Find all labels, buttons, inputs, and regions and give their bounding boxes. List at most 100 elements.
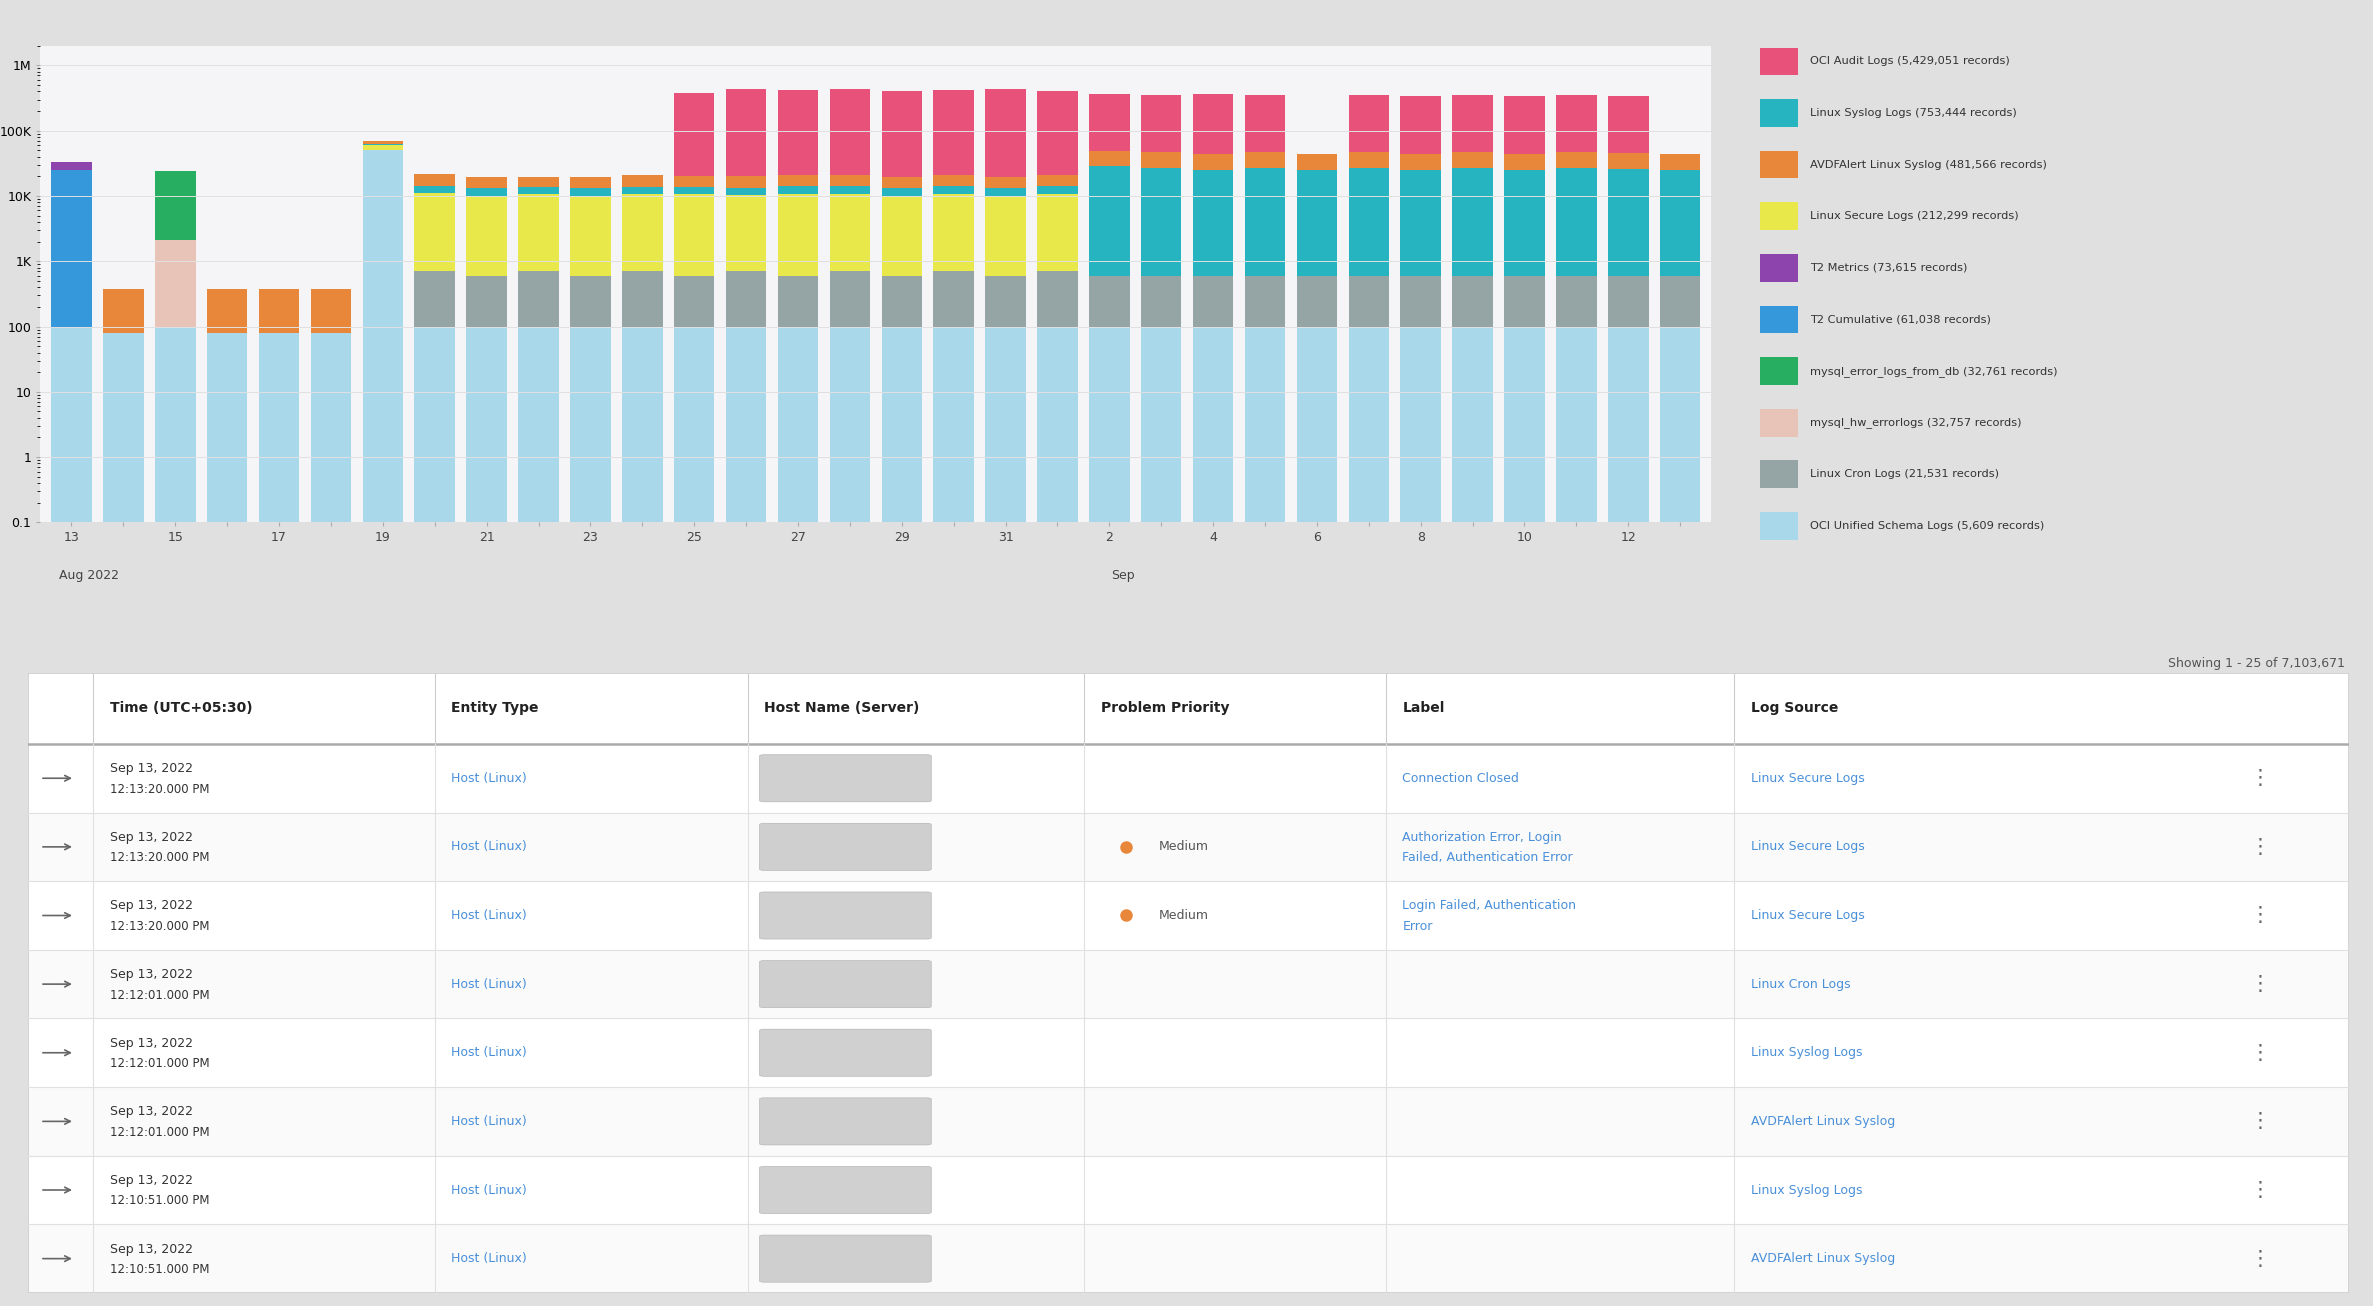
- Bar: [1761, 99, 1799, 127]
- Bar: [831, 326, 871, 522]
- Text: Host (Linux): Host (Linux): [451, 840, 527, 853]
- Bar: [985, 196, 1025, 276]
- Bar: [880, 188, 923, 196]
- Bar: [933, 175, 973, 185]
- Bar: [778, 326, 819, 522]
- Bar: [1037, 175, 1077, 185]
- Bar: [933, 185, 973, 195]
- Text: mysql_error_logs_from_db (32,761 records): mysql_error_logs_from_db (32,761 records…: [1811, 366, 2057, 376]
- Bar: [1141, 153, 1182, 168]
- Bar: [1141, 95, 1182, 153]
- Bar: [985, 89, 1025, 176]
- FancyBboxPatch shape: [759, 755, 930, 802]
- Bar: [154, 240, 195, 326]
- Bar: [880, 91, 923, 176]
- Bar: [1557, 276, 1597, 326]
- Bar: [1246, 168, 1286, 276]
- Bar: [831, 185, 871, 195]
- Text: Linux Syslog Logs: Linux Syslog Logs: [1751, 1046, 1863, 1059]
- Text: Label: Label: [1402, 701, 1445, 716]
- Bar: [52, 162, 93, 170]
- Text: Log Source: Log Source: [1751, 701, 1837, 716]
- Text: ⋮: ⋮: [2250, 837, 2271, 857]
- Bar: [1609, 276, 1649, 326]
- Bar: [1761, 409, 1799, 436]
- Bar: [1761, 512, 1799, 539]
- Bar: [154, 171, 195, 240]
- Text: Aug 2022: Aug 2022: [59, 568, 119, 581]
- Bar: [415, 272, 456, 326]
- Bar: [674, 326, 714, 522]
- Bar: [517, 187, 558, 195]
- Text: T2 Metrics (73,615 records): T2 Metrics (73,615 records): [1811, 263, 1967, 273]
- Text: Host (Linux): Host (Linux): [451, 909, 527, 922]
- Text: ⋮: ⋮: [2250, 905, 2271, 926]
- Text: Failed, Authentication Error: Failed, Authentication Error: [1402, 852, 1573, 865]
- Text: 12:13:20.000 PM: 12:13:20.000 PM: [109, 852, 209, 865]
- Bar: [28, 744, 2349, 812]
- FancyBboxPatch shape: [759, 961, 930, 1008]
- Bar: [1194, 154, 1234, 170]
- Bar: [570, 276, 610, 326]
- Bar: [259, 333, 299, 522]
- Bar: [726, 272, 766, 326]
- Text: Linux Secure Logs: Linux Secure Logs: [1751, 840, 1865, 853]
- Bar: [52, 170, 93, 326]
- Text: T2 Cumulative (61,038 records): T2 Cumulative (61,038 records): [1811, 315, 1991, 324]
- Text: Sep 13, 2022: Sep 13, 2022: [109, 1242, 192, 1255]
- Bar: [622, 195, 662, 272]
- Text: Linux Syslog Logs (753,444 records): Linux Syslog Logs (753,444 records): [1811, 108, 2017, 118]
- Bar: [1609, 153, 1649, 170]
- Bar: [831, 89, 871, 175]
- Bar: [985, 176, 1025, 188]
- Text: Login Failed, Authentication: Login Failed, Authentication: [1402, 900, 1576, 913]
- Bar: [28, 1019, 2349, 1087]
- Bar: [52, 326, 93, 522]
- Text: Host (Linux): Host (Linux): [451, 1046, 527, 1059]
- Text: Host (Linux): Host (Linux): [451, 1252, 527, 1266]
- Bar: [1452, 276, 1493, 326]
- Bar: [778, 175, 819, 187]
- FancyBboxPatch shape: [759, 892, 930, 939]
- Bar: [622, 272, 662, 326]
- Bar: [1504, 154, 1545, 170]
- Bar: [1348, 95, 1388, 153]
- Text: ⋮: ⋮: [2250, 768, 2271, 789]
- Text: Linux Cron Logs: Linux Cron Logs: [1751, 978, 1851, 991]
- Bar: [1504, 95, 1545, 154]
- Bar: [1609, 170, 1649, 276]
- Bar: [1037, 91, 1077, 175]
- Bar: [415, 326, 456, 522]
- Bar: [1246, 326, 1286, 522]
- Bar: [674, 276, 714, 326]
- Bar: [1557, 95, 1597, 153]
- Bar: [259, 289, 299, 333]
- Bar: [1557, 168, 1597, 276]
- Text: Sep: Sep: [1111, 568, 1134, 581]
- Bar: [311, 289, 351, 333]
- Bar: [363, 150, 403, 522]
- Bar: [415, 175, 456, 185]
- Text: 12:12:01.000 PM: 12:12:01.000 PM: [109, 989, 209, 1002]
- Bar: [28, 1087, 2349, 1156]
- Bar: [1246, 95, 1286, 153]
- Bar: [1761, 202, 1799, 230]
- Bar: [1246, 276, 1286, 326]
- Bar: [467, 176, 508, 188]
- Text: Time (UTC+05:30): Time (UTC+05:30): [109, 701, 252, 716]
- Bar: [517, 326, 558, 522]
- Bar: [880, 176, 923, 188]
- Text: Error: Error: [1402, 919, 1433, 932]
- Bar: [1661, 276, 1701, 326]
- Text: ⋮: ⋮: [2250, 1111, 2271, 1131]
- Bar: [1504, 276, 1545, 326]
- Bar: [831, 175, 871, 185]
- Text: Linux Secure Logs: Linux Secure Logs: [1751, 772, 1865, 785]
- Bar: [933, 272, 973, 326]
- Bar: [1661, 170, 1701, 276]
- Bar: [622, 175, 662, 187]
- Bar: [28, 812, 2349, 882]
- Text: Host (Linux): Host (Linux): [451, 1115, 527, 1128]
- Text: 12:10:51.000 PM: 12:10:51.000 PM: [109, 1263, 209, 1276]
- Bar: [1037, 195, 1077, 272]
